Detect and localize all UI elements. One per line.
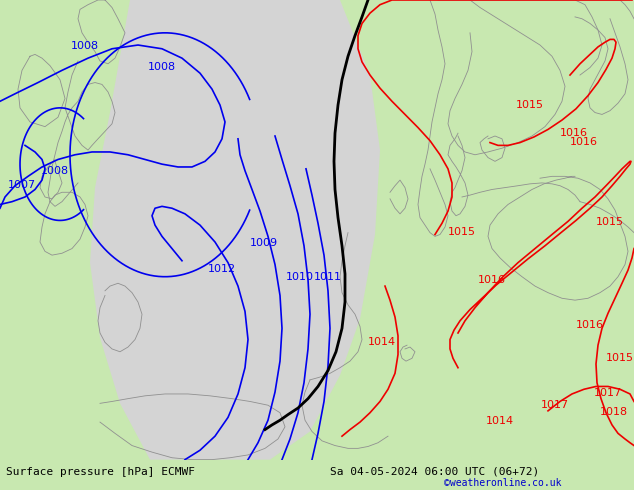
Text: 1016: 1016: [576, 320, 604, 330]
Text: 1016: 1016: [560, 128, 588, 138]
Text: 1015: 1015: [448, 226, 476, 237]
Text: 1008: 1008: [71, 41, 99, 51]
Text: 1014: 1014: [486, 416, 514, 426]
Text: 1008: 1008: [148, 62, 176, 73]
Text: 1015: 1015: [516, 100, 544, 110]
Text: 1010: 1010: [286, 271, 314, 282]
Text: 1007: 1007: [8, 180, 36, 190]
Text: 1012: 1012: [208, 264, 236, 274]
Text: Sa 04-05-2024 06:00 UTC (06+72): Sa 04-05-2024 06:00 UTC (06+72): [330, 467, 539, 477]
Text: ©weatheronline.co.uk: ©weatheronline.co.uk: [444, 478, 561, 489]
Text: 1011: 1011: [314, 271, 342, 282]
Text: 1009: 1009: [250, 238, 278, 248]
Text: 1015: 1015: [606, 353, 634, 363]
Text: 1018: 1018: [600, 407, 628, 416]
Text: 1016: 1016: [478, 275, 506, 285]
Polygon shape: [90, 0, 380, 460]
Text: 1017: 1017: [541, 400, 569, 410]
Text: 1015: 1015: [596, 217, 624, 227]
Text: 1014: 1014: [368, 337, 396, 347]
Text: 1017: 1017: [594, 388, 622, 398]
Text: 1016: 1016: [570, 137, 598, 147]
Text: 1008: 1008: [41, 166, 69, 175]
Text: Surface pressure [hPa] ECMWF: Surface pressure [hPa] ECMWF: [6, 467, 195, 477]
